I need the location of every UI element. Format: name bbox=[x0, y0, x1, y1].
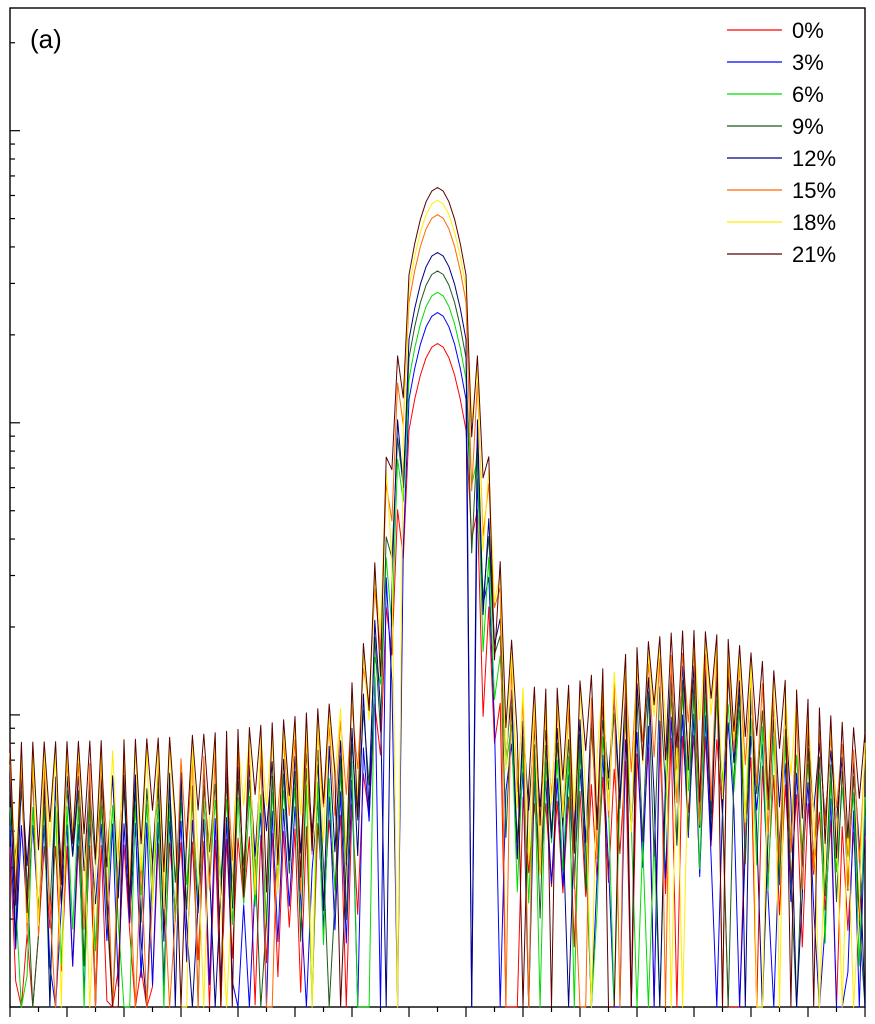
legend-label: 18% bbox=[792, 210, 836, 235]
series-lines bbox=[9, 187, 866, 1008]
legend: 0% 3% 6% 9% 12% 15% 18% 21% bbox=[727, 18, 836, 267]
panel-label: (a) bbox=[30, 24, 62, 54]
legend-label: 15% bbox=[792, 178, 836, 203]
legend-label: 21% bbox=[792, 242, 836, 267]
series-line-8 bbox=[9, 187, 866, 1008]
legend-label: 12% bbox=[792, 146, 836, 171]
x-axis-ticks bbox=[9, 1007, 866, 1017]
legend-label: 3% bbox=[792, 50, 824, 75]
legend-label: 6% bbox=[792, 82, 824, 107]
legend-label: 9% bbox=[792, 114, 824, 139]
series-line-5 bbox=[9, 252, 866, 1008]
legend-label: 0% bbox=[792, 18, 824, 43]
series-line-7 bbox=[9, 199, 866, 1008]
series-line-2 bbox=[9, 312, 866, 1008]
